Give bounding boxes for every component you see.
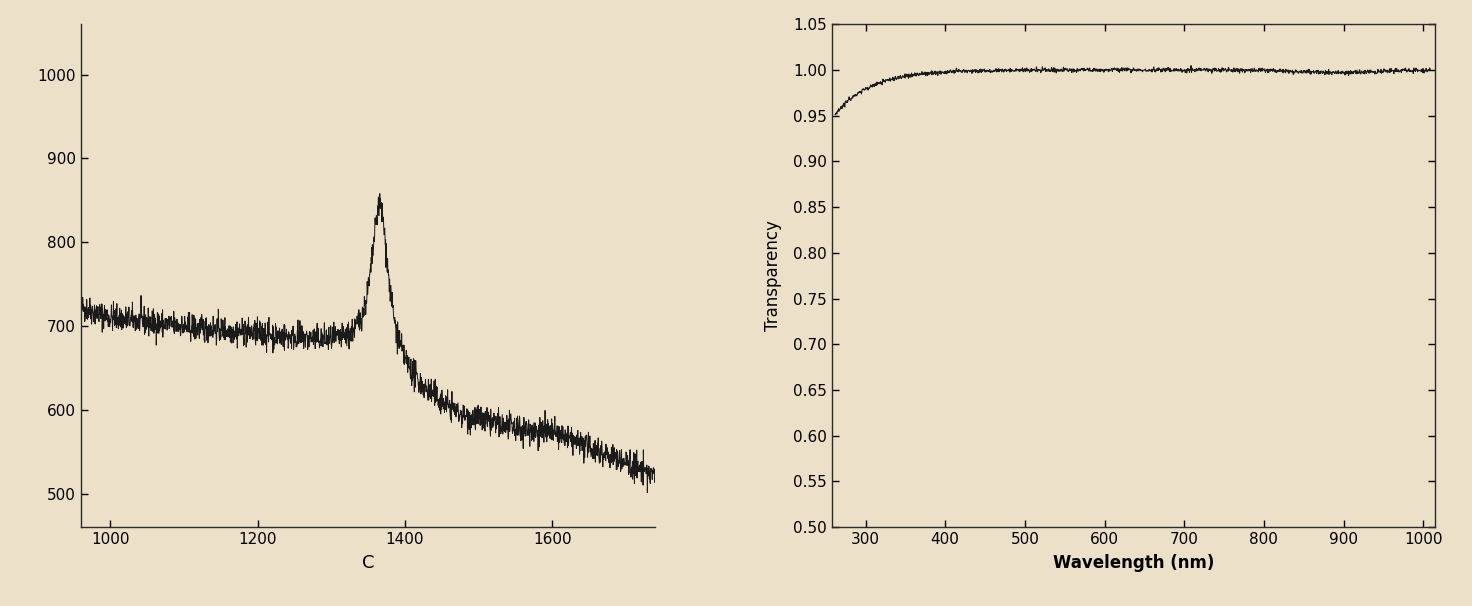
X-axis label: C: C <box>362 554 374 572</box>
Y-axis label: Transparency: Transparency <box>764 221 782 331</box>
X-axis label: Wavelength (nm): Wavelength (nm) <box>1052 554 1214 572</box>
